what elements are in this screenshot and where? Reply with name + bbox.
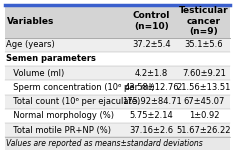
Text: 4.2±1.8: 4.2±1.8 bbox=[135, 69, 168, 78]
Bar bbox=[5, 38, 230, 52]
Text: 175.92±84.71: 175.92±84.71 bbox=[122, 97, 181, 106]
Text: Control
(n=10): Control (n=10) bbox=[133, 11, 170, 31]
Bar bbox=[5, 4, 230, 38]
Text: 21.56±13.51: 21.56±13.51 bbox=[177, 83, 231, 92]
Text: Sperm concentration (10⁶ per ml): Sperm concentration (10⁶ per ml) bbox=[8, 83, 155, 92]
Bar bbox=[5, 109, 230, 123]
Text: 43.58±12.76: 43.58±12.76 bbox=[124, 83, 179, 92]
Bar bbox=[5, 52, 230, 66]
Text: Total count (10⁶ per ejaculate): Total count (10⁶ per ejaculate) bbox=[8, 97, 141, 106]
Text: Total motile PR+NP (%): Total motile PR+NP (%) bbox=[8, 126, 111, 135]
Text: 5.75±2.14: 5.75±2.14 bbox=[130, 111, 173, 120]
Bar bbox=[5, 123, 230, 137]
Text: Semen parameters: Semen parameters bbox=[6, 54, 96, 63]
Text: 37.2±5.4: 37.2±5.4 bbox=[132, 40, 171, 49]
Text: 35.1±5.6: 35.1±5.6 bbox=[185, 40, 223, 49]
Text: Volume (ml): Volume (ml) bbox=[8, 69, 64, 78]
Text: 37.16±2.6: 37.16±2.6 bbox=[129, 126, 174, 135]
Text: Values are reported as means±standard deviations: Values are reported as means±standard de… bbox=[6, 140, 203, 148]
Text: 67±45.07: 67±45.07 bbox=[183, 97, 225, 106]
Bar bbox=[5, 94, 230, 109]
Bar bbox=[5, 137, 230, 150]
Text: 7.60±9.21: 7.60±9.21 bbox=[182, 69, 226, 78]
Text: Age (years): Age (years) bbox=[6, 40, 55, 49]
Bar bbox=[5, 80, 230, 94]
Bar bbox=[5, 66, 230, 80]
Text: Normal morphology (%): Normal morphology (%) bbox=[8, 111, 114, 120]
Text: Variables: Variables bbox=[7, 16, 54, 26]
Text: 1±0.92: 1±0.92 bbox=[189, 111, 219, 120]
Text: Testicular
cancer
(n=9): Testicular cancer (n=9) bbox=[179, 6, 229, 36]
Text: 51.67±26.22: 51.67±26.22 bbox=[177, 126, 231, 135]
